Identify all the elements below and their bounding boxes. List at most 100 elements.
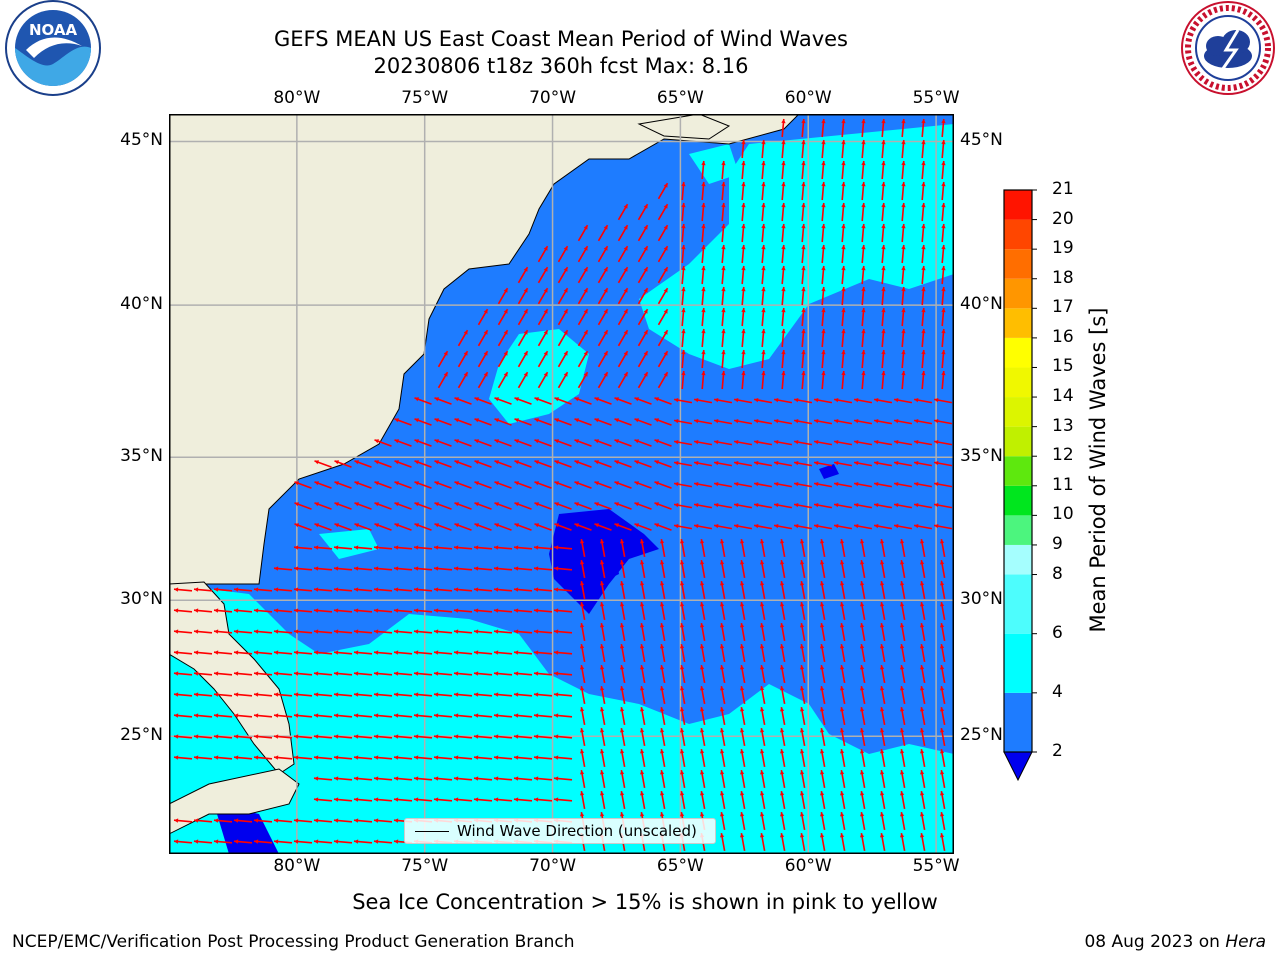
wave-direction-arrowhead <box>760 749 765 754</box>
wave-direction-arrowhead <box>681 371 686 376</box>
wave-direction-arrowhead <box>860 812 865 817</box>
wave-direction-arrowhead <box>880 728 885 733</box>
latitude-label-right: 30°N <box>960 589 1003 610</box>
wave-direction-arrowhead <box>434 797 439 802</box>
wave-direction-arrowhead <box>454 502 459 507</box>
wave-direction-arrowhead <box>574 439 579 444</box>
wave-direction-arrowhead <box>374 439 379 444</box>
wave-direction-arrowhead <box>680 560 685 565</box>
wave-direction-arrowhead <box>603 246 608 251</box>
wave-direction-arrowhead <box>900 560 905 565</box>
wave-direction-arrowhead <box>494 566 499 571</box>
wave-direction-arrowhead <box>254 839 259 844</box>
wave-direction-arrowhead <box>620 749 625 754</box>
wave-direction-arrowhead <box>640 749 645 754</box>
wave-direction-arrowhead <box>314 566 319 571</box>
wave-direction-arrowhead <box>620 791 625 796</box>
wave-direction-arrowhead <box>720 812 725 817</box>
wave-direction-arrowhead <box>901 371 906 376</box>
wave-direction-arrowhead <box>554 608 559 613</box>
wave-direction-arrowhead <box>623 204 628 209</box>
wave-direction-arrowhead <box>514 587 519 592</box>
wave-direction-arrowhead <box>234 755 239 760</box>
wave-direction-arrowhead <box>454 545 459 550</box>
wave-direction-arrowhead <box>934 482 939 487</box>
wave-direction-arrowhead <box>700 644 705 649</box>
wave-direction-arrowhead <box>720 707 725 712</box>
wave-direction-arrowhead <box>741 182 746 187</box>
wave-direction-arrowhead <box>800 665 805 670</box>
wave-direction-arrowhead <box>234 629 239 634</box>
wave-direction-arrowhead <box>761 140 766 145</box>
wave-direction-arrowhead <box>701 266 706 271</box>
wave-period-below-2-area-2 <box>589 544 619 584</box>
wave-direction-arrowhead <box>543 351 548 356</box>
wave-direction-arrowhead <box>583 225 588 230</box>
wave-direction-arrowhead <box>354 545 359 550</box>
wave-direction-arrowhead <box>463 351 468 356</box>
longitude-label-bottom: 60°W <box>784 856 832 876</box>
wave-direction-arrowhead <box>914 524 919 529</box>
wave-direction-arrowhead <box>414 671 419 676</box>
wave-direction-arrowhead <box>314 587 319 592</box>
wave-direction-arrowhead <box>821 329 826 334</box>
wave-direction-arrowhead <box>663 288 668 293</box>
wave-direction-arrowhead <box>583 288 588 293</box>
wave-direction-arrowhead <box>294 671 299 676</box>
wave-direction-arrowhead <box>334 502 339 507</box>
wave-direction-arrowhead <box>274 692 279 697</box>
wave-direction-arrowhead <box>414 734 419 739</box>
wave-direction-arrowhead <box>334 755 339 760</box>
wave-direction-arrowhead <box>580 728 585 733</box>
wave-direction-arrowhead <box>821 161 826 166</box>
wave-direction-arrowhead <box>741 350 746 355</box>
wave-direction-arrowhead <box>640 560 645 565</box>
wave-direction-arrowhead <box>394 776 399 781</box>
wave-direction-arrowhead <box>680 623 685 628</box>
wave-direction-arrowhead <box>334 481 339 486</box>
wave-direction-arrowhead <box>921 182 926 187</box>
wave-direction-arrowhead <box>761 224 766 229</box>
longitude-label-top: 55°W <box>912 88 960 108</box>
wave-direction-arrowhead <box>334 608 339 613</box>
wave-direction-arrowhead <box>914 440 919 445</box>
wave-direction-arrowhead <box>874 461 879 466</box>
wave-direction-arrowhead <box>861 224 866 229</box>
wave-direction-arrowhead <box>761 287 766 292</box>
wave-direction-arrowhead <box>681 245 686 250</box>
wave-direction-arrowhead <box>714 461 719 466</box>
latitude-label-right: 45°N <box>960 130 1003 151</box>
wave-direction-arrowhead <box>694 503 699 508</box>
wave-direction-arrowhead <box>820 686 825 691</box>
wave-direction-arrowhead <box>454 460 459 465</box>
wave-direction-arrowhead <box>354 734 359 739</box>
wave-direction-arrowhead <box>940 770 945 775</box>
colorbar-tick-label: 6 <box>1052 622 1063 643</box>
wave-direction-arrowhead <box>254 713 259 718</box>
wave-direction-arrowhead <box>514 608 519 613</box>
wave-direction-arrowhead <box>620 602 625 607</box>
wave-direction-arrowhead <box>681 203 686 208</box>
wave-direction-arrowhead <box>900 686 905 691</box>
wave-direction-arrowhead <box>741 245 746 250</box>
wave-direction-arrowhead <box>523 288 528 293</box>
wave-direction-arrowhead <box>821 371 826 376</box>
wave-direction-arrowhead <box>760 728 765 733</box>
latitude-label-left: 35°N <box>120 446 163 467</box>
colorbar-bin <box>1004 249 1032 279</box>
wave-direction-arrowhead <box>414 713 419 718</box>
wave-direction-arrowhead <box>701 308 706 313</box>
wave-direction-arrowhead <box>640 581 645 586</box>
wave-direction-arrowhead <box>881 161 886 166</box>
wave-direction-arrowhead <box>274 566 279 571</box>
wave-direction-arrowhead <box>700 581 705 586</box>
wave-direction-arrowhead <box>841 287 846 292</box>
colorbar-tick-label: 17 <box>1052 297 1074 318</box>
wave-direction-arrowhead <box>700 602 705 607</box>
longitude-label-bottom: 75°W <box>401 856 449 876</box>
wave-direction-arrowhead <box>941 203 946 208</box>
map-legend: Wind Wave Direction (unscaled) <box>404 818 716 844</box>
colorbar-tick-label: 4 <box>1052 681 1063 702</box>
wave-direction-arrowhead <box>294 502 299 507</box>
footer-date: 08 Aug 2023 on <box>1084 932 1220 952</box>
